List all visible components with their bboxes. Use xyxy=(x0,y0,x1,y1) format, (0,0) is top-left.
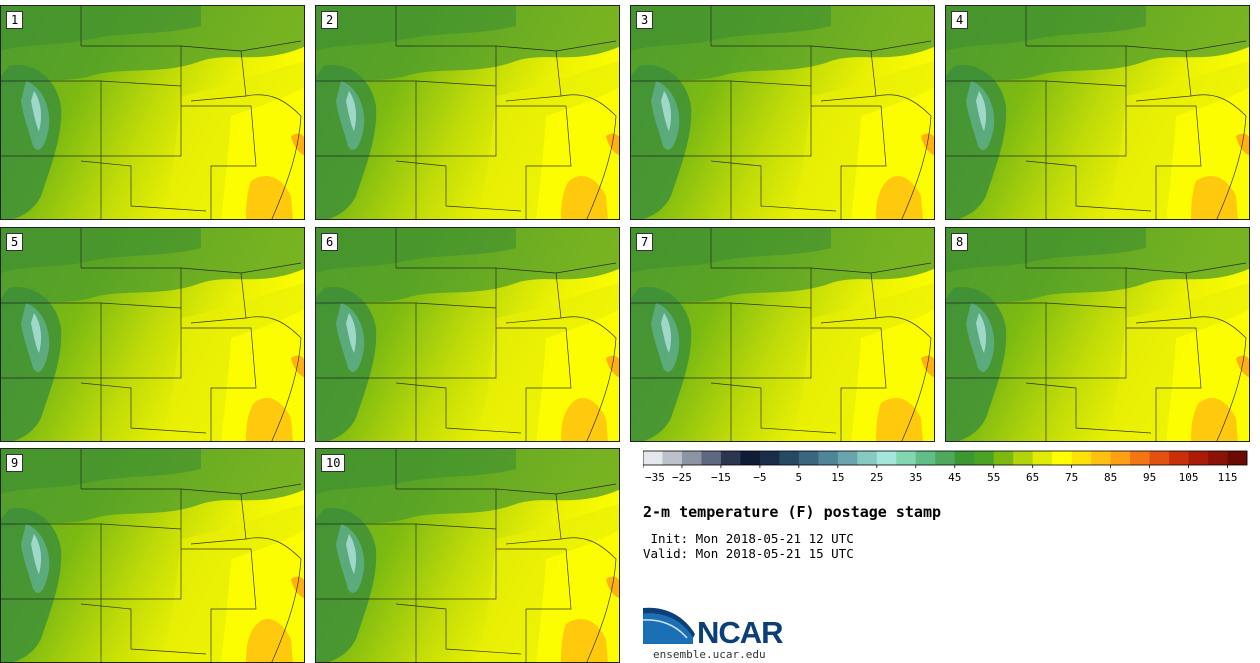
colorbar-swatch xyxy=(1149,451,1170,465)
colorbar-swatch xyxy=(1208,451,1228,465)
map-panel: 10 xyxy=(315,448,620,663)
member-number-label: 9 xyxy=(6,454,24,472)
init-time: Init: Mon 2018-05-21 12 UTC xyxy=(643,531,854,546)
colorbar-swatch xyxy=(662,451,683,465)
temperature-map xyxy=(1,228,304,441)
colorbar-swatch xyxy=(759,451,780,465)
colorbar-swatch xyxy=(876,451,897,465)
colorbar-swatch xyxy=(740,451,761,465)
colorbar: −35 −25 −15 −5 5 15 25 35 45 55 65 75 85 95 105 115 xyxy=(643,450,1248,484)
colorbar-swatch xyxy=(837,451,858,465)
colorbar-swatch xyxy=(720,451,741,465)
colorbar-tick-label: 115 xyxy=(1218,471,1238,484)
map-panel: 8 xyxy=(945,227,1250,442)
colorbar-swatch xyxy=(1091,451,1111,465)
member-number-label: 8 xyxy=(951,233,969,251)
member-number-label: 7 xyxy=(636,233,654,251)
colorbar-swatch xyxy=(857,451,878,465)
map-panel: 2 xyxy=(315,5,620,220)
temperature-map xyxy=(316,6,619,219)
colorbar-swatch xyxy=(1169,451,1189,465)
temperature-map xyxy=(631,6,934,219)
valid-time: Valid: Mon 2018-05-21 15 UTC xyxy=(643,546,854,561)
map-panel: 6 xyxy=(315,227,620,442)
map-panel: 5 xyxy=(0,227,305,442)
colorbar-swatch xyxy=(701,451,722,465)
member-number-label: 10 xyxy=(321,454,346,472)
colorbar-frame xyxy=(643,450,1248,466)
member-number-label: 6 xyxy=(321,233,339,251)
map-panel: 7 xyxy=(630,227,935,442)
colorbar-tick-label: 55 xyxy=(987,471,1000,484)
colorbar-tick-label: −35 xyxy=(645,471,665,484)
temperature-map xyxy=(1,449,304,662)
colorbar-swatch xyxy=(915,451,936,465)
figure-title: 2-m temperature (F) postage stamp xyxy=(643,503,942,521)
colorbar-tick-label: 95 xyxy=(1143,471,1156,484)
colorbar-tick-label: 15 xyxy=(831,471,844,484)
colorbar-tick-label: −15 xyxy=(711,471,731,484)
colorbar-tick-label: 45 xyxy=(948,471,961,484)
colorbar-tick-label: 75 xyxy=(1065,471,1078,484)
colorbar-swatch xyxy=(818,451,839,465)
colorbar-tick-label: −5 xyxy=(753,471,766,484)
colorbar-tick-label: 25 xyxy=(870,471,883,484)
colorbar-swatch xyxy=(681,451,702,465)
colorbar-swatch xyxy=(1052,451,1072,465)
colorbar-swatch xyxy=(954,451,975,465)
member-number-label: 4 xyxy=(951,11,969,29)
colorbar-swatch xyxy=(896,451,917,465)
temperature-map xyxy=(631,228,934,441)
colorbar-tick-label: 85 xyxy=(1104,471,1117,484)
colorbar-swatch xyxy=(1032,451,1053,465)
colorbar-swatch xyxy=(993,451,1014,465)
colorbar-swatch xyxy=(974,451,995,465)
colorbar-swatch xyxy=(1013,451,1033,465)
colorbar-swatch xyxy=(1110,451,1131,465)
ncar-logo-text: NCAR xyxy=(697,615,784,650)
colorbar-swatch xyxy=(1227,451,1248,465)
map-panel: 1 xyxy=(0,5,305,220)
website-url: ensemble.ucar.edu xyxy=(653,648,766,661)
colorbar-swatch xyxy=(1071,451,1092,465)
map-panel: 3 xyxy=(630,5,935,220)
colorbar-tick-label: 5 xyxy=(796,471,803,484)
temperature-map xyxy=(946,228,1249,441)
member-number-label: 3 xyxy=(636,11,654,29)
colorbar-swatch xyxy=(643,451,663,465)
temperature-map xyxy=(1,6,304,219)
map-panel: 9 xyxy=(0,448,305,663)
colorbar-swatch xyxy=(935,451,956,465)
colorbar-swatch xyxy=(779,451,800,465)
colorbar-tick-label: −25 xyxy=(672,471,692,484)
map-panel: 4 xyxy=(945,5,1250,220)
colorbar-tick-label: 105 xyxy=(1179,471,1199,484)
colorbar-tick-label: 35 xyxy=(909,471,922,484)
colorbar-tick-label: 65 xyxy=(1026,471,1039,484)
colorbar-swatch xyxy=(1188,451,1209,465)
temperature-map xyxy=(946,6,1249,219)
colorbar-swatch xyxy=(1130,451,1150,465)
temperature-map xyxy=(316,228,619,441)
temperature-map xyxy=(316,449,619,662)
member-number-label: 2 xyxy=(321,11,339,29)
member-number-label: 5 xyxy=(6,233,24,251)
colorbar-swatch xyxy=(798,451,819,465)
member-number-label: 1 xyxy=(6,11,24,29)
ncar-logo-icon xyxy=(643,607,695,644)
